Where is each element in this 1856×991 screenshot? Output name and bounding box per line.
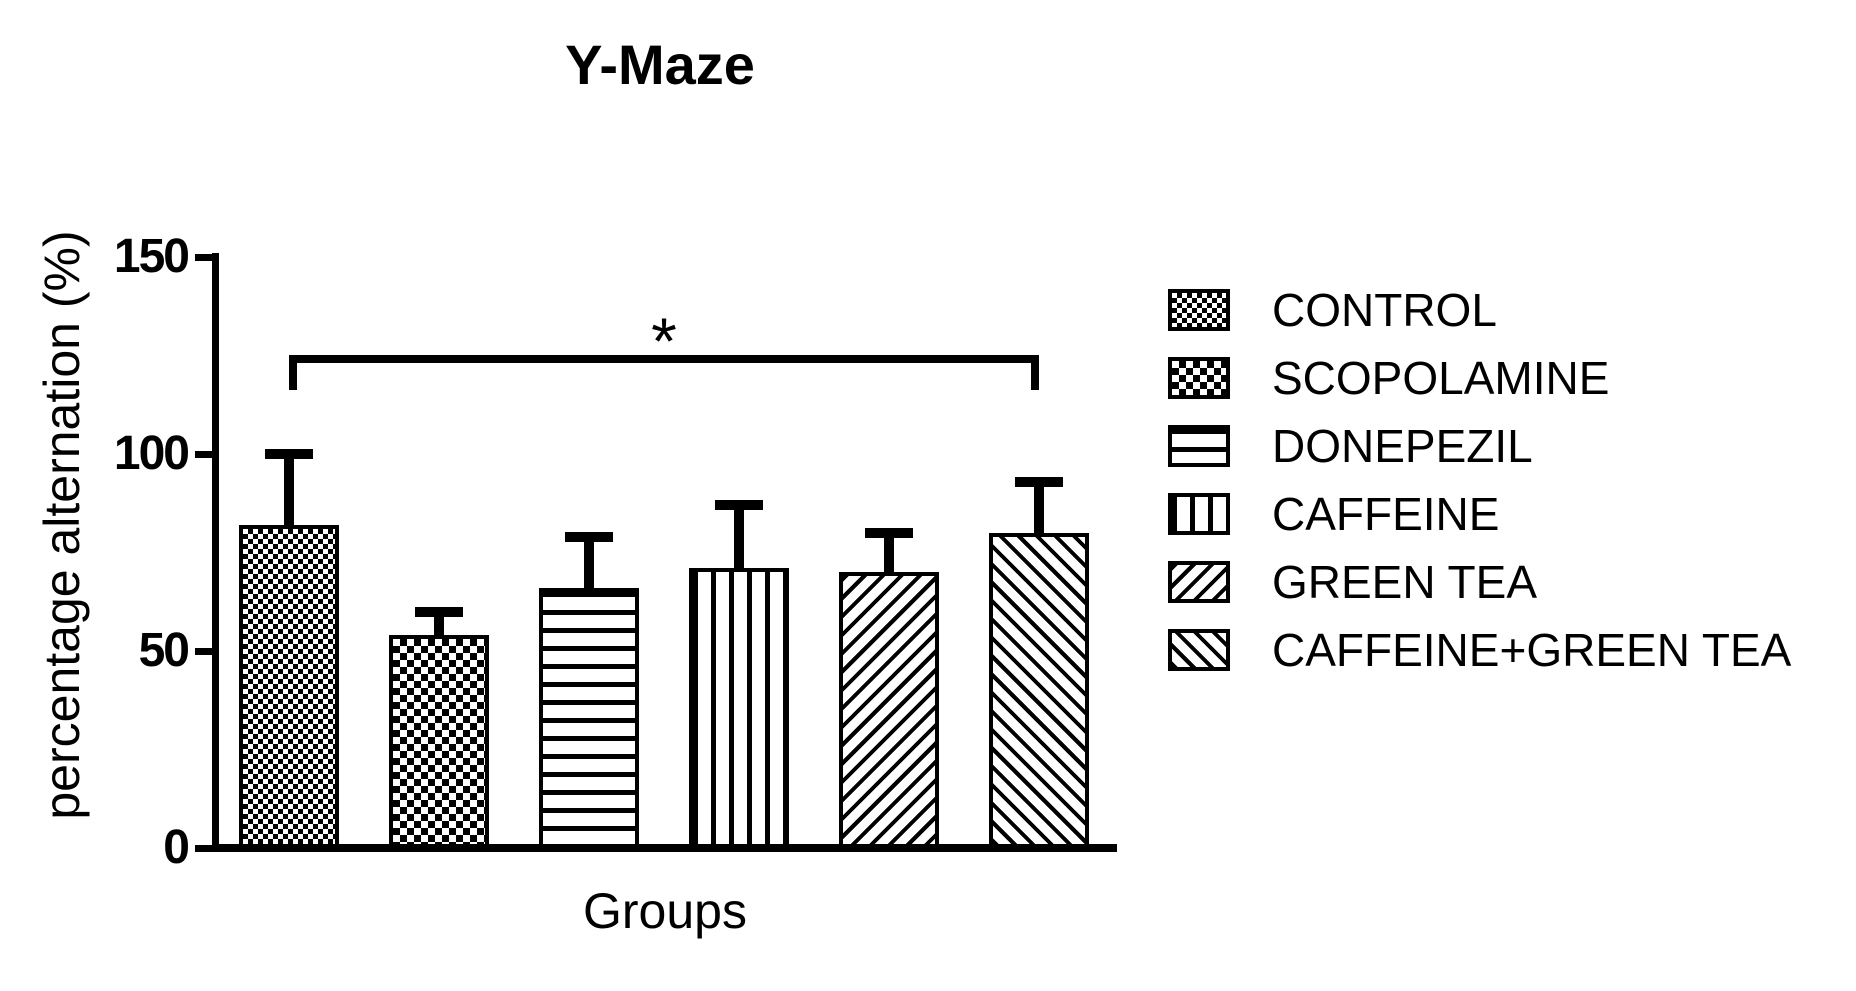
significance-tick-right <box>1031 355 1039 390</box>
bar-donepezil <box>539 587 639 848</box>
y-tick-mark <box>195 450 215 458</box>
error-bar-cap <box>715 500 763 511</box>
bar-scopolamine <box>389 635 489 848</box>
y-tick-label: 50 <box>138 624 190 677</box>
legend-label: DONEPEZIL <box>1272 420 1533 472</box>
bar-caffeine <box>689 568 789 848</box>
error-bar-stem <box>884 532 894 573</box>
legend-label: CAFFEINE <box>1272 488 1500 540</box>
legend-label: GREEN TEA <box>1272 556 1537 608</box>
legend-swatch-diagonal-forward <box>1168 561 1230 603</box>
significance-star: * <box>651 304 677 378</box>
y-tick-label: 150 <box>113 230 190 283</box>
legend-swatch-horizontal-lines <box>1168 425 1230 467</box>
legend-swatch-checker-coarse <box>1168 357 1230 399</box>
x-axis-label: Groups <box>583 883 747 939</box>
significance-line <box>289 355 1039 363</box>
error-bar-stem <box>734 505 744 569</box>
legend-label: CONTROL <box>1272 284 1497 336</box>
error-bar-stem <box>284 454 294 525</box>
y-axis-line <box>212 253 219 849</box>
chart-title: Y-Maze <box>565 33 755 96</box>
legend-swatch-diagonal-backward <box>1168 629 1230 671</box>
y-tick-label: 0 <box>163 821 190 874</box>
legend-label: SCOPOLAMINE <box>1272 352 1610 404</box>
error-bar-stem <box>1034 481 1044 533</box>
error-bar-cap <box>265 449 313 459</box>
y-tick-mark <box>195 647 215 655</box>
bar-green-tea <box>839 572 939 848</box>
legend-swatch-checker-fine <box>1168 289 1230 331</box>
bar-caffeine-green-tea <box>989 532 1089 848</box>
legend-swatch-vertical-lines <box>1168 493 1230 535</box>
error-bar-stem <box>584 536 594 588</box>
y-tick-label: 100 <box>113 427 190 480</box>
bar-control <box>239 524 339 848</box>
error-bar-cap <box>565 531 613 542</box>
significance-tick-left <box>289 355 297 390</box>
error-bar-cap <box>415 606 463 617</box>
error-bar-cap <box>1015 476 1063 487</box>
error-bar-stem <box>434 611 444 636</box>
y-tick-mark <box>195 253 215 261</box>
legend-label: CAFFEINE+GREEN TEA <box>1272 624 1792 676</box>
y-tick-mark <box>195 844 215 852</box>
x-axis-line <box>212 844 1117 852</box>
error-bar-cap <box>865 527 913 538</box>
